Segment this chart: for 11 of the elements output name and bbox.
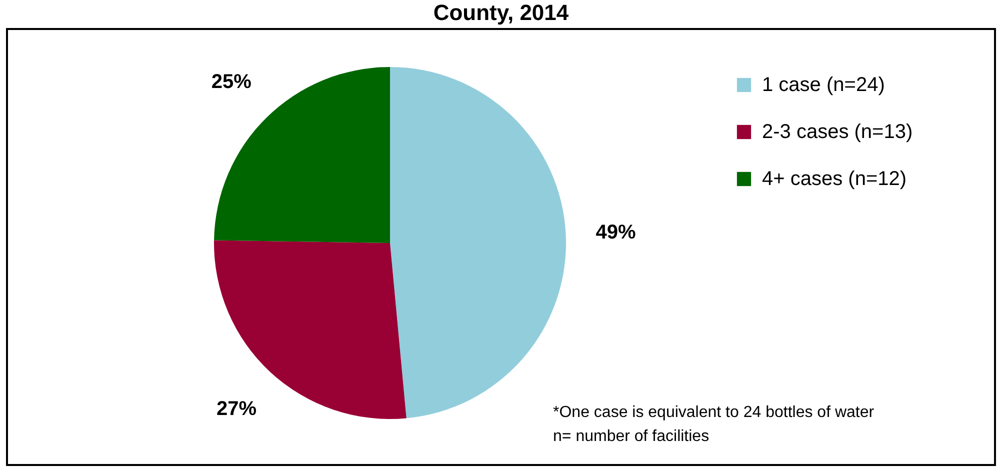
data-label: 25%	[211, 70, 252, 93]
chart-title: County, 2014	[433, 0, 570, 25]
pie-slice	[214, 67, 390, 243]
legend-label: 2-3 cases (n=13)	[762, 121, 913, 143]
text: n= number of facilities	[553, 428, 710, 445]
data-label: 27%	[216, 398, 257, 420]
pie-slice	[214, 240, 406, 419]
legend-label: 1 case (n=24)	[762, 74, 885, 96]
data-label: 49%	[596, 221, 636, 244]
text: *One case is equivalent to 24 bottles of water	[553, 404, 875, 421]
legend-label: 4+ cases (n=12)	[762, 168, 907, 190]
